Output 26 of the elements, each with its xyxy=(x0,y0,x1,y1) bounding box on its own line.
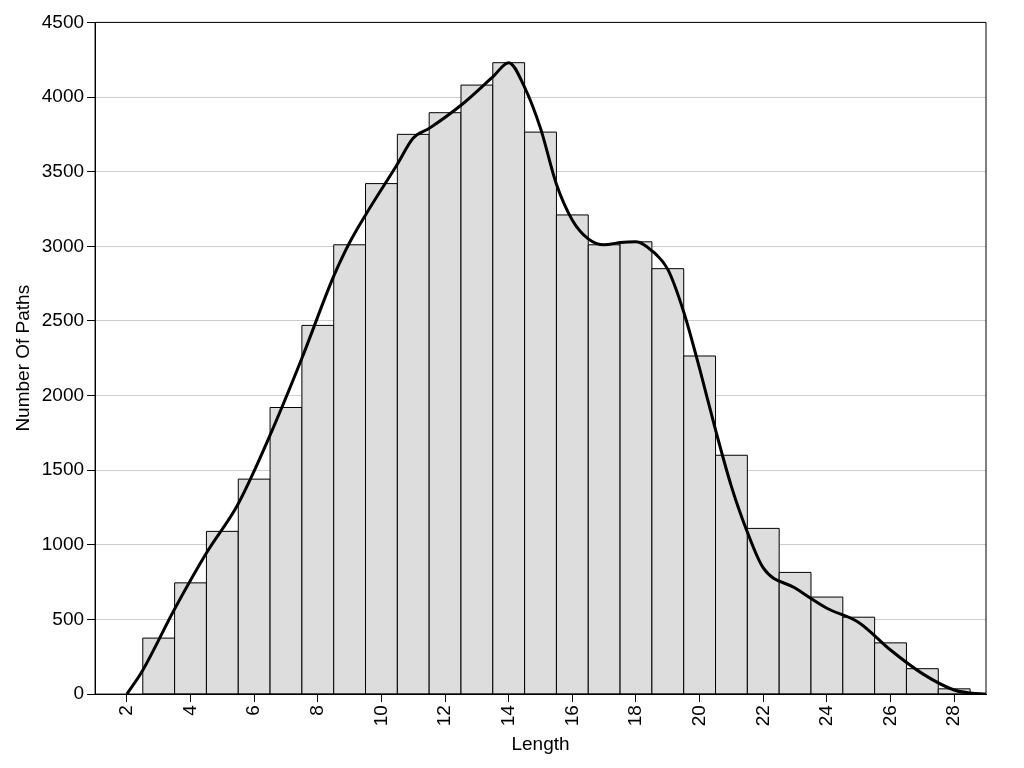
x-tick-label: 8 xyxy=(306,705,328,716)
y-axis-title: Number Of Paths xyxy=(11,284,33,432)
x-tick-label: 4 xyxy=(178,704,200,716)
x-tick-label: 6 xyxy=(242,705,264,716)
y-tick-label: 3500 xyxy=(41,159,85,181)
x-tick-label: 26 xyxy=(878,705,900,727)
x-tick-label: 22 xyxy=(751,705,773,727)
x-axis-title: Length xyxy=(511,732,570,754)
x-tick-label: 16 xyxy=(560,705,582,727)
y-tick-label: 2000 xyxy=(41,383,85,405)
x-tick-label: 28 xyxy=(942,705,964,727)
y-tick-label: 0 xyxy=(73,682,85,704)
x-tick-label: 18 xyxy=(624,705,646,727)
x-tick-label: 14 xyxy=(496,704,518,727)
y-tick-label: 1000 xyxy=(41,533,85,555)
y-tick-label: 2500 xyxy=(41,309,85,331)
y-tick-label: 4000 xyxy=(41,85,85,107)
y-tick-label: 1500 xyxy=(41,458,85,480)
x-tick-label: 24 xyxy=(815,704,837,727)
x-tick-label: 20 xyxy=(687,705,709,727)
x-tick-label: 12 xyxy=(433,705,455,727)
x-tick-label: 10 xyxy=(369,705,391,727)
y-tick-label: 500 xyxy=(52,607,85,629)
y-tick-label: 4500 xyxy=(41,10,85,32)
x-tick-label: 2 xyxy=(115,705,137,716)
y-tick-label: 3000 xyxy=(41,234,85,256)
